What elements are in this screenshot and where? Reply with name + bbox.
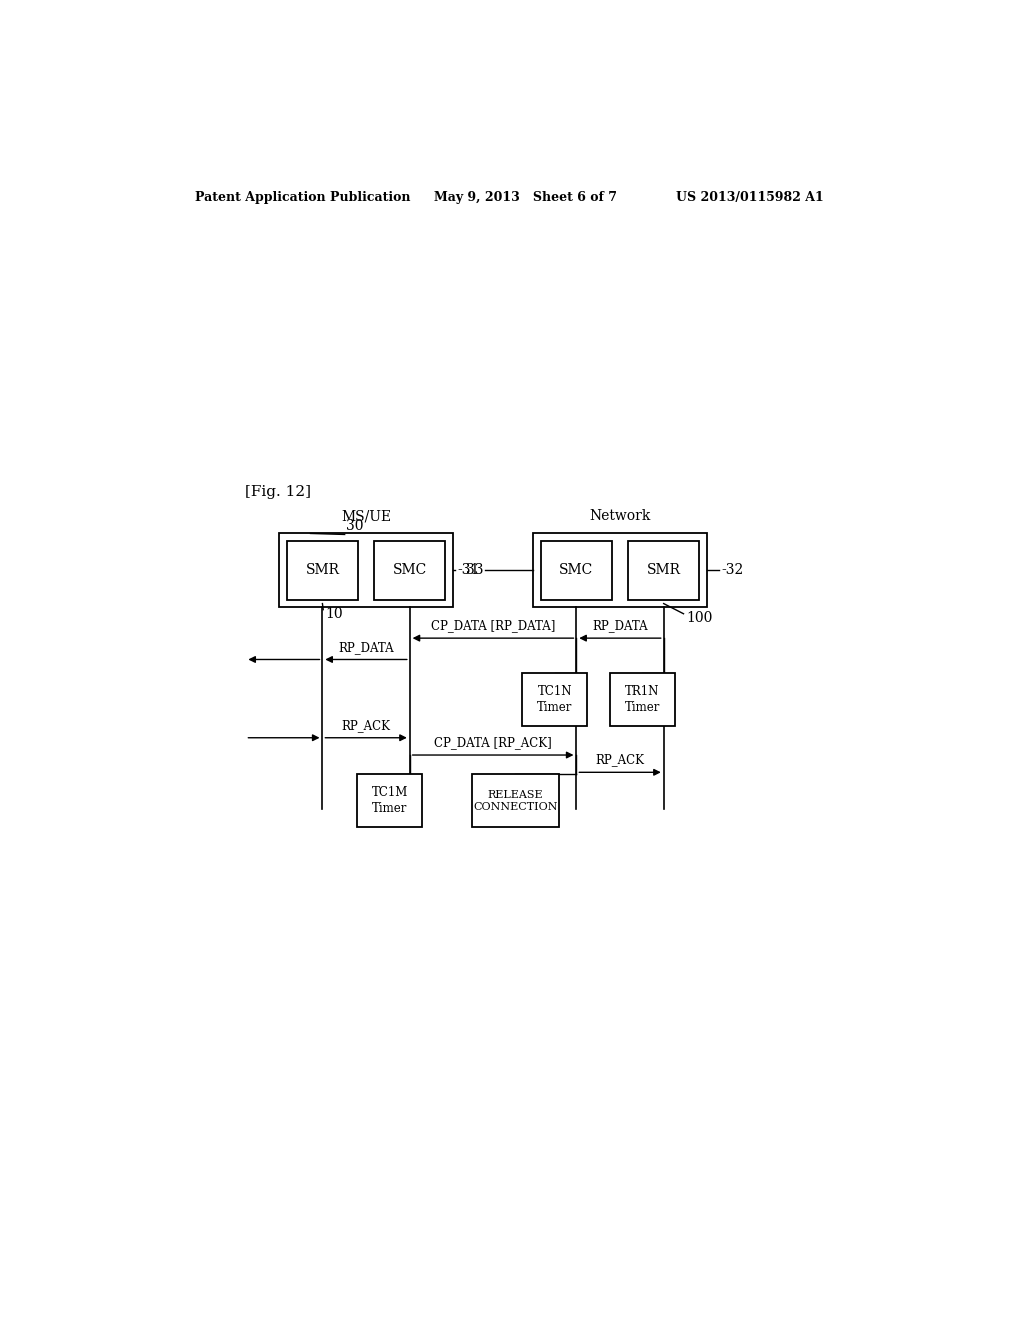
Bar: [279, 533, 454, 607]
Bar: [609, 673, 675, 726]
Text: MS/UE: MS/UE: [341, 510, 391, 523]
Text: RP_DATA: RP_DATA: [338, 640, 394, 653]
Text: -32: -32: [722, 564, 743, 577]
Text: 10: 10: [325, 607, 342, 620]
Bar: [541, 541, 612, 599]
Text: 30: 30: [346, 519, 364, 533]
Text: Network: Network: [590, 510, 650, 523]
Text: US 2013/0115982 A1: US 2013/0115982 A1: [676, 190, 823, 203]
Text: CP_DATA [RP_DATA]: CP_DATA [RP_DATA]: [431, 619, 555, 632]
Text: -31: -31: [458, 564, 479, 577]
Text: SMC: SMC: [559, 564, 594, 577]
Text: TR1N
Timer: TR1N Timer: [625, 685, 659, 714]
Bar: [522, 673, 588, 726]
Bar: [374, 541, 445, 599]
Bar: [357, 775, 423, 828]
Text: Patent Application Publication: Patent Application Publication: [196, 190, 411, 203]
Text: CP_DATA [RP_ACK]: CP_DATA [RP_ACK]: [434, 737, 552, 750]
Bar: [287, 541, 358, 599]
Text: RP_ACK: RP_ACK: [342, 719, 390, 733]
Bar: [472, 775, 559, 828]
Bar: [532, 533, 708, 607]
Text: SMC: SMC: [392, 564, 427, 577]
Bar: [628, 541, 699, 599]
Text: TC1M
Timer: TC1M Timer: [372, 787, 409, 816]
Text: RP_ACK: RP_ACK: [596, 754, 644, 767]
Text: SMR: SMR: [305, 564, 339, 577]
Text: May 9, 2013   Sheet 6 of 7: May 9, 2013 Sheet 6 of 7: [433, 190, 616, 203]
Text: TC1N
Timer: TC1N Timer: [538, 685, 572, 714]
Text: RP_DATA: RP_DATA: [592, 619, 648, 632]
Text: 33: 33: [466, 564, 483, 577]
Text: 100: 100: [686, 611, 713, 624]
Text: RELEASE
CONNECTION: RELEASE CONNECTION: [473, 789, 557, 812]
Text: [Fig. 12]: [Fig. 12]: [246, 484, 311, 499]
Text: SMR: SMR: [647, 564, 681, 577]
